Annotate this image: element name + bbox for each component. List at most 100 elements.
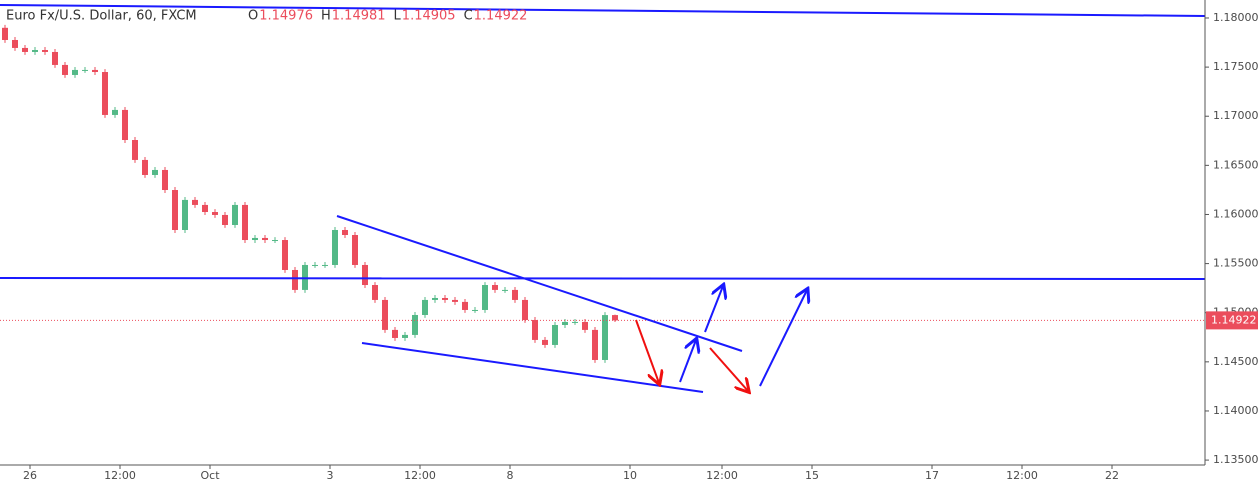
candle-body [332, 229, 338, 265]
x-tick-label: 10 [623, 469, 637, 482]
candle-body [572, 321, 578, 323]
candle-body [162, 169, 168, 191]
ohlc-key: L [394, 9, 402, 24]
candle-body [62, 64, 68, 75]
candle-body [92, 69, 98, 73]
candle-body [372, 285, 378, 300]
ohlc-value: 1.14905 [402, 9, 456, 24]
y-tick-label: 1.17500 [1213, 60, 1258, 73]
candle-body [172, 190, 178, 230]
candle-body [72, 69, 78, 75]
candle-body [102, 72, 108, 115]
last-price-box [1206, 311, 1258, 330]
candle-body [412, 314, 418, 335]
candle-body [32, 50, 38, 52]
horizontal-line [0, 277, 1206, 280]
candle-body [192, 199, 198, 205]
x-tick-label: 22 [1105, 469, 1119, 482]
candle-body [262, 237, 268, 241]
candle-body [362, 264, 368, 286]
candle-body [272, 240, 278, 242]
y-tick-label: 1.16000 [1213, 207, 1258, 220]
x-tick-label: 3 [327, 469, 334, 482]
y-tick-label: 1.18000 [1213, 11, 1258, 24]
y-tick-label: 1.13500 [1213, 453, 1258, 466]
plot-area [0, 24, 1205, 363]
candle-body [552, 324, 558, 345]
x-tick-label: 15 [805, 469, 819, 482]
ohlc-value: 1.14976 [259, 9, 313, 24]
ohlc-value: 1.14981 [332, 9, 386, 24]
candle-body [142, 159, 148, 175]
candle-body [322, 264, 328, 266]
candle-body [132, 140, 138, 160]
price-axis [1205, 0, 1258, 485]
candle-body [152, 169, 158, 175]
candle-body [222, 214, 228, 225]
drawings [0, 4, 1206, 393]
x-tick-label: 12:00 [706, 469, 738, 482]
candle-body [122, 109, 128, 141]
candle-body [292, 269, 298, 290]
candle-body [542, 339, 548, 345]
candle-body [342, 229, 348, 236]
candle-body [452, 299, 458, 302]
x-tick-label: 8 [507, 469, 514, 482]
candle-body [232, 204, 238, 225]
candle-body [462, 301, 468, 310]
candle-body [242, 204, 248, 241]
y-tick-label: 1.14500 [1213, 355, 1258, 368]
y-tick-label: 1.14000 [1213, 404, 1258, 417]
candle-body [42, 50, 48, 52]
candle-body [532, 319, 538, 340]
trend-line [0, 4, 1206, 17]
y-tick-label: 1.17000 [1213, 109, 1258, 122]
candle-body [482, 285, 488, 310]
candle-body [492, 285, 498, 290]
symbol-title: Euro Fx/U.S. Dollar, 60, FXCM [6, 9, 197, 24]
legend: Euro Fx/U.S. Dollar, 60, FXCM O 1.14976 H 1… [6, 9, 527, 24]
arrow [759, 290, 807, 387]
candle-body [12, 39, 18, 48]
candle-body [252, 237, 258, 241]
candle-body [282, 240, 288, 270]
candle-body [212, 212, 218, 215]
x-tick-label: 17 [925, 469, 939, 482]
x-tick-label: Oct [200, 469, 220, 482]
candle-body [82, 69, 88, 71]
candle-body [522, 299, 528, 320]
candle-body [432, 297, 438, 300]
candle-body [22, 47, 28, 52]
candle-body [402, 334, 408, 338]
candle-body [592, 329, 598, 360]
trend-line [361, 342, 704, 393]
candle-body [352, 235, 358, 265]
candle-body [382, 299, 388, 330]
candle-body [2, 27, 8, 40]
ohlc-value: 1.14922 [474, 9, 528, 24]
ohlc-key: O [248, 9, 258, 24]
arrow [635, 319, 659, 383]
arrow [704, 286, 723, 333]
candle-body [52, 51, 58, 65]
candle-body [392, 329, 398, 338]
candle-body [612, 315, 618, 321]
candle-body [202, 204, 208, 213]
candle-body [112, 109, 118, 115]
candle-body [442, 297, 448, 300]
x-tick-label: 26 [23, 469, 37, 482]
candle-body [602, 315, 608, 360]
y-tick-label: 1.16500 [1213, 158, 1258, 171]
candle-body [422, 299, 428, 315]
ohlc-key: H [321, 9, 331, 24]
arrow [709, 347, 748, 391]
candle-body [562, 321, 568, 325]
candle-body [512, 289, 518, 300]
candle-body [472, 309, 478, 311]
candle-body [502, 289, 508, 291]
ohlc-key: C [464, 9, 473, 24]
candle-body [582, 321, 588, 330]
x-tick-label: 12:00 [104, 469, 136, 482]
y-tick-label: 1.15500 [1213, 257, 1258, 270]
